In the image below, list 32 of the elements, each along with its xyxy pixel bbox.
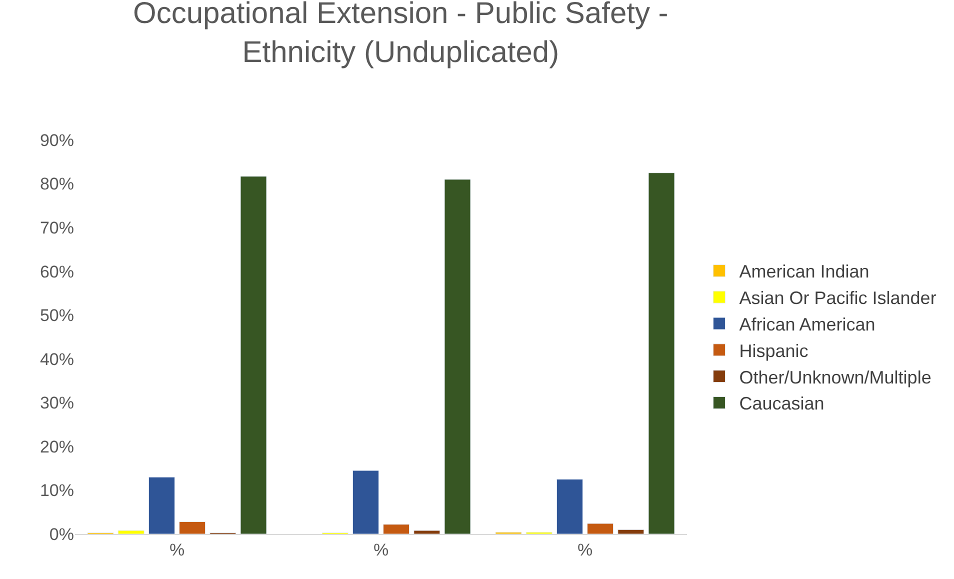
bar xyxy=(444,179,471,534)
legend-label: American Indian xyxy=(739,262,870,282)
bar xyxy=(118,530,144,534)
y-tick-label: 20% xyxy=(40,437,74,456)
legend-label: Caucasian xyxy=(739,394,824,414)
legend-label: Asian Or Pacific Islander xyxy=(739,288,936,308)
y-tick-label: 50% xyxy=(40,306,74,326)
bar xyxy=(648,172,675,534)
y-tick-label: 80% xyxy=(40,174,74,194)
bar xyxy=(148,476,175,534)
y-tick-label: 10% xyxy=(40,481,74,500)
bar xyxy=(179,521,206,534)
x-tick-label: % xyxy=(577,540,593,560)
bar xyxy=(352,470,379,534)
bar xyxy=(618,529,644,534)
x-tick-label: % xyxy=(169,540,185,560)
legend-label: African American xyxy=(739,314,876,335)
bar xyxy=(556,479,583,534)
x-tick-label: % xyxy=(373,540,389,560)
y-tick-label: 90% xyxy=(40,130,74,150)
bar xyxy=(414,530,440,534)
y-tick-label: 0% xyxy=(49,524,74,544)
bar xyxy=(587,523,614,534)
y-tick-label: 40% xyxy=(40,350,74,369)
legend-label: Hispanic xyxy=(739,340,808,361)
bar xyxy=(383,524,410,534)
chart-title: Occupational Extension - Public Safety - Ethnicity (Unduplicated) xyxy=(133,0,668,70)
bar xyxy=(240,176,267,534)
y-tick-label: 60% xyxy=(40,262,74,282)
y-tick-label: 30% xyxy=(40,394,74,413)
y-tick-label: 70% xyxy=(40,218,74,238)
legend-label: Other/Unknown/Multiple xyxy=(739,367,932,388)
